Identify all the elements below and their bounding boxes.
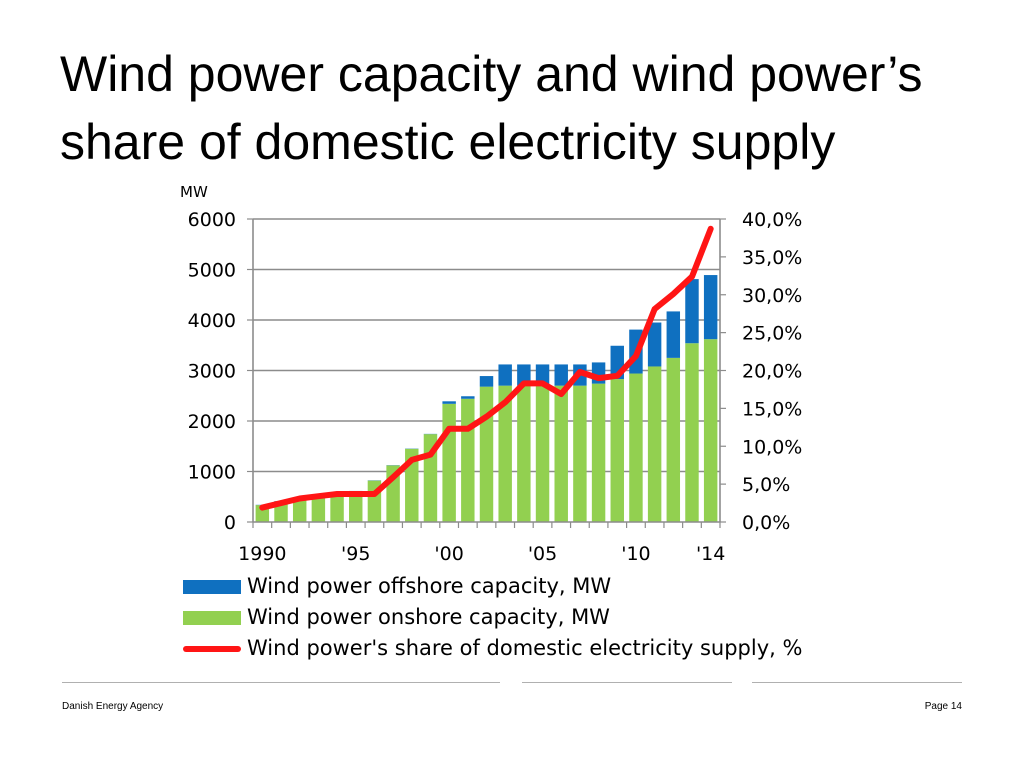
share-line-series [259,225,714,511]
legend-label-share: Wind power's share of domestic electrici… [247,636,803,660]
y-left-tick-label-1000: 1000 [188,462,236,484]
bar-onshore-2006 [554,385,568,522]
x-tick-label-1990: 1990 [238,543,286,565]
footer-page-number: Page 14 [924,701,962,712]
legend-label-onshore: Wind power onshore capacity, MW [247,605,610,629]
bar-onshore-2003 [498,385,512,522]
x-tick-label-2000: '00 [434,543,463,565]
axes: 0 1000 2000 3000 4000 5000 6000 0,0% 5,0% 10,0% 15… [188,209,803,565]
y-left-tick-label-0: 0 [224,512,236,534]
y-right-tick-label-15: 15,0% [742,398,802,420]
footer-divider-middle [522,682,732,683]
bar-offshore-2012 [666,311,681,358]
bar-onshore-2002 [479,386,494,522]
y-right-tick-label-30: 30,0% [742,285,802,307]
bar-onshore-2009 [610,379,624,522]
bar-onshore-2012 [666,357,681,522]
bar-series [255,275,718,522]
y-left-tick-label-6000: 6000 [188,209,236,231]
bar-onshore-2005 [535,385,550,522]
y-left-tick-label-5000: 5000 [188,260,236,282]
x-tick-label-2014: '14 [696,543,725,565]
legend-swatch-offshore [183,580,241,594]
x-tick-label-2010: '10 [621,543,650,565]
bar-offshore-2011 [647,322,662,367]
y-right-tick-label-25: 25,0% [742,323,802,345]
legend-label-offshore: Wind power offshore capacity, MW [247,574,612,598]
bar-offshore-2004 [517,364,531,386]
y-left-tick-label-3000: 3000 [188,361,236,383]
bar-onshore-2007 [573,385,587,522]
bar-offshore-2013 [685,279,699,344]
slide-title: Wind power capacity and wind power’s sha… [60,40,1010,176]
bar-onshore-1993 [311,497,326,522]
bar-onshore-2004 [517,385,531,522]
footer-agency: Danish Energy Agency [62,701,164,712]
bar-onshore-2014 [703,339,718,522]
y-right-tick-label-20: 20,0% [742,361,802,383]
slide-title-line-2: share of domestic electricity supply [60,114,836,170]
bar-onshore-1992 [292,498,307,522]
bar-onshore-1995 [349,491,363,522]
bar-onshore-2000 [442,403,456,522]
y-left-tick-label-4000: 4000 [188,310,236,332]
slide-title-line-1: Wind power capacity and wind power’s [60,46,923,102]
bar-offshore-2001 [461,396,475,399]
bar-offshore-2006 [554,364,568,386]
bar-onshore-2001 [461,398,475,522]
bar-offshore-2000 [442,401,456,404]
bar-onshore-2008 [591,383,606,522]
x-tick-label-1995: '95 [341,543,370,565]
bar-offshore-2002 [479,376,494,387]
y-right-tick-label-35: 35,0% [742,247,802,269]
bar-offshore-2005 [535,364,550,386]
legend-swatch-onshore [183,611,241,625]
x-tick-label-2005: '05 [528,543,557,565]
y-right-tick-label-10: 10,0% [742,436,802,458]
footer-divider-right [752,682,962,683]
y-right-tick-label-5: 5,0% [742,474,790,496]
y-right-tick-label-40: 40,0% [742,209,802,231]
bar-onshore-1994 [330,494,344,522]
footer-divider-left [62,682,500,683]
bar-onshore-2013 [685,343,699,522]
bar-onshore-2011 [647,366,662,522]
legend-swatch-share [183,646,241,652]
y-right-tick-label-0: 0,0% [742,512,790,534]
bar-offshore-2003 [498,364,512,386]
y-left-tick-label-2000: 2000 [188,411,236,433]
y-axis-unit-label: MW [180,183,208,201]
bar-onshore-2010 [629,373,643,522]
bar-offshore-2014 [703,275,718,340]
